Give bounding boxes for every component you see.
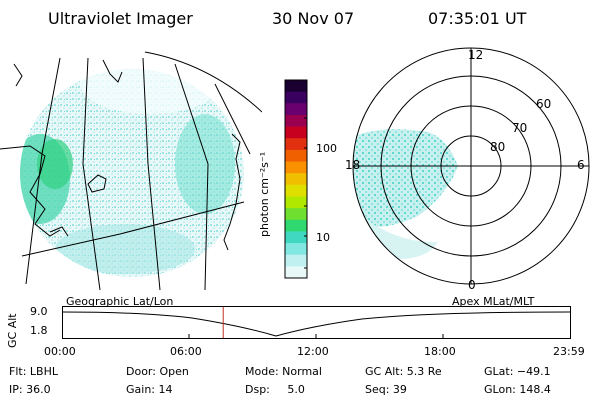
colorbar-tick-10: 10	[316, 231, 330, 244]
filter-info: Flt: LBHL	[9, 365, 58, 378]
gc-alt-info: GC Alt: 5.3 Re	[365, 365, 442, 378]
colorbar-band	[285, 80, 307, 93]
mode-info: Mode: Normal	[245, 365, 322, 378]
colorbar-band	[285, 149, 307, 163]
timeline-xtick-3: 18:00	[424, 345, 456, 358]
colorbar-band	[285, 208, 307, 221]
timeline-left-label: Geographic Lat/Lon	[66, 295, 174, 308]
time-label: 07:35:01 UT	[428, 9, 527, 28]
polar-auroral-coverage	[353, 129, 458, 259]
glat-info: GLat: −49.1	[484, 365, 551, 378]
gain-info: Gain: 14	[126, 383, 173, 396]
colorbar-band	[285, 161, 307, 174]
timeline-xtick-4: 23:59	[553, 345, 585, 358]
colorbar-band	[285, 231, 307, 244]
dsp-info: Dsp: 5.0	[245, 383, 305, 396]
color-scale-bar	[284, 79, 308, 279]
colorbar-unit-label: photon cm⁻²s⁻¹	[258, 151, 271, 237]
colorbar-band	[285, 254, 307, 267]
instrument-title: Ultraviolet Imager	[48, 9, 193, 28]
altitude-timeline	[62, 306, 571, 339]
lat-label-60: 60	[536, 97, 552, 111]
colorbar-band	[285, 103, 307, 116]
colorbar-band	[285, 138, 307, 151]
colorbar-band	[285, 173, 307, 186]
colorbar-band	[285, 243, 307, 256]
mlt-label-18: 18	[345, 158, 361, 172]
mlt-label-0: 0	[468, 278, 476, 292]
door-info: Door: Open	[126, 365, 189, 378]
ip-info: IP: 36.0	[9, 383, 51, 396]
timeline-ytick-9: 9.0	[30, 305, 48, 318]
timeline-xtick-0: 00:00	[44, 345, 76, 358]
geographic-image	[0, 51, 262, 290]
colorbar-band	[285, 91, 307, 104]
lat-label-80: 80	[490, 140, 506, 154]
seq-info: Seq: 39	[365, 383, 407, 396]
lat-label-70: 70	[512, 121, 528, 135]
colorbar-band	[285, 184, 307, 197]
colorbar-tick-100: 100	[316, 142, 337, 155]
timeline-right-label: Apex MLat/MLT	[452, 295, 535, 308]
mlt-label-12: 12	[468, 48, 484, 62]
mlt-label-6: 6	[577, 158, 585, 172]
colorbar-band	[285, 196, 307, 209]
glon-info: GLon: 148.4	[484, 383, 551, 396]
date-label: 30 Nov 07	[272, 9, 355, 28]
colorbar-band	[285, 114, 307, 128]
timeline-xtick-2: 12:00	[297, 345, 329, 358]
colorbar-band	[285, 219, 307, 232]
coastlines	[0, 59, 241, 251]
timeline-axis-title: GC Alt	[6, 313, 19, 348]
colorbar-band	[285, 126, 307, 139]
colorbar-band	[285, 266, 307, 279]
polar-mlt-plot	[352, 47, 590, 285]
auroral-image	[20, 69, 244, 277]
timeline-ytick-1-8: 1.8	[30, 324, 48, 337]
lat-lon-grid	[21, 51, 262, 290]
timeline-xtick-1: 06:00	[170, 345, 202, 358]
